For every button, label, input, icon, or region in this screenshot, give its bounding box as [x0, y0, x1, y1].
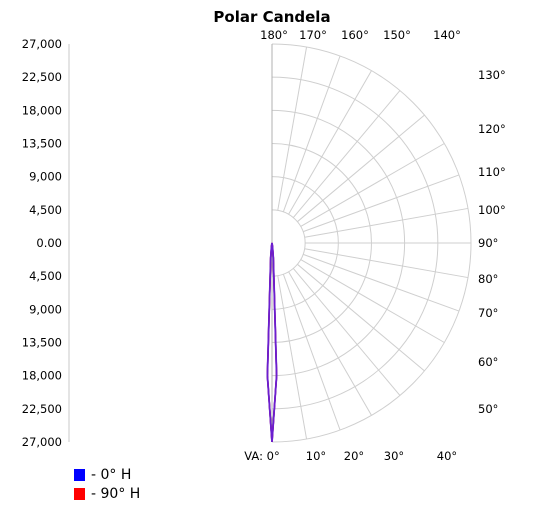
- y-tick-label-5: 4,500: [29, 203, 62, 217]
- y-tick-label-6: 0.00: [36, 236, 62, 250]
- grid-spoke-80: [304, 248, 469, 279]
- grid-spoke-70: [302, 253, 460, 312]
- legend-item-0h: - 0° H: [74, 465, 140, 484]
- y-tick-label-12: 27,000: [22, 435, 62, 449]
- angle-tick-110: 110°: [478, 165, 506, 179]
- y-tick-label-4: 9,000: [29, 170, 62, 184]
- grid-spoke-60: [300, 259, 445, 343]
- grid-spoke-160: [282, 55, 341, 213]
- angle-tick-70: 70°: [478, 306, 498, 320]
- chart-title: Polar Candela: [213, 8, 330, 26]
- y-tick-label-2: 18,000: [22, 103, 62, 117]
- angle-tick-30: 30°: [384, 449, 404, 463]
- angle-tick-0: VA: 0°: [244, 449, 279, 463]
- angle-tick-100: 100°: [478, 203, 506, 217]
- angle-tick-160: 160°: [341, 28, 369, 42]
- legend: - 0° H - 90° H: [74, 465, 140, 503]
- legend-swatch-0h: [74, 468, 85, 481]
- angle-tick-80: 80°: [478, 272, 498, 286]
- angle-tick-140: 140°: [433, 28, 461, 42]
- legend-label-90h: - 90° H: [91, 485, 141, 502]
- grid-spoke-140: [292, 90, 401, 218]
- y-tick-label-11: 22,500: [22, 402, 62, 416]
- grid-spoke-20: [282, 273, 341, 431]
- polar-grid: [68, 43, 472, 443]
- series-layer: [266, 242, 278, 443]
- y-tick-label-1: 22,500: [22, 70, 62, 84]
- y-tick-label-9: 13,500: [22, 336, 62, 350]
- angle-tick-130: 130°: [478, 68, 506, 82]
- y-tick-label-10: 18,000: [22, 369, 62, 383]
- legend-item-90h: - 90° H: [74, 484, 140, 503]
- y-tick-label-8: 9,000: [29, 302, 62, 316]
- series-overlap-curve: [266, 242, 278, 443]
- angle-tick-180: 180°: [260, 28, 288, 42]
- angle-tick-120: 120°: [478, 122, 506, 136]
- angle-tick-50: 50°: [478, 402, 498, 416]
- angle-tick-20: 20°: [344, 449, 364, 463]
- legend-label-0h: - 0° H: [91, 466, 132, 483]
- angle-ticks: VA: 0° 10° 20° 30° 40° 50° 60° 70° 80° 90° 100° 110…: [244, 28, 505, 463]
- y-axis: 27,000 22,500 18,000 13,500 9,000 4,500 0.00 4,…: [22, 37, 62, 449]
- grid-spoke-10: [277, 275, 308, 440]
- grid-spoke-110: [302, 174, 460, 233]
- y-tick-label-3: 13,500: [22, 137, 62, 151]
- angle-tick-10: 10°: [306, 449, 326, 463]
- y-tick-label-0: 27,000: [22, 37, 62, 51]
- legend-swatch-90h: [74, 487, 85, 500]
- grid-spoke-100: [304, 207, 469, 238]
- grid-spoke-130: [297, 114, 425, 223]
- grid-spoke-120: [300, 143, 445, 227]
- grid-spoke-40: [292, 268, 401, 396]
- grid-spoke-50: [297, 263, 425, 372]
- angle-tick-60: 60°: [478, 355, 498, 369]
- angle-tick-40: 40°: [437, 449, 457, 463]
- grid-spoke-30: [288, 271, 372, 416]
- grid-spoke-170: [277, 46, 308, 211]
- angle-tick-90: 90°: [478, 236, 498, 250]
- grid-spoke-150: [288, 70, 372, 215]
- angle-tick-170: 170°: [299, 28, 327, 42]
- angle-tick-150: 150°: [383, 28, 411, 42]
- y-tick-label-7: 4,500: [29, 269, 62, 283]
